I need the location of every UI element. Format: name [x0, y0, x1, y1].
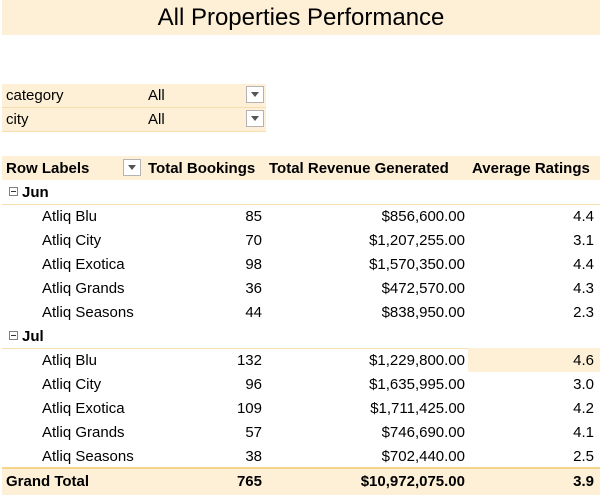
property-name: Atliq Blu [42, 352, 98, 369]
chevron-down-icon [128, 165, 136, 170]
bookings-cell: 38 [245, 448, 262, 465]
property-name: Atliq Grands [42, 424, 125, 441]
revenue-cell: $472,570.00 [381, 280, 465, 297]
bookings-cell: 85 [245, 208, 262, 225]
bookings-cell: 44 [245, 304, 262, 321]
bookings-cell: 57 [245, 424, 262, 441]
property-name: Atliq Grands [42, 280, 125, 297]
collapse-jul-button[interactable] [9, 331, 18, 340]
filter-city-dropdown-button[interactable] [246, 110, 264, 127]
property-name: Atliq Blu [42, 208, 98, 225]
filter-category: category All [2, 84, 266, 108]
revenue-cell: $702,440.00 [381, 448, 465, 465]
grand-total-rating: 3.9 [573, 473, 594, 490]
rating-cell: 4.4 [573, 256, 594, 273]
header-row-labels: Row Labels [6, 160, 90, 177]
rating-cell: 4.3 [573, 280, 594, 297]
filter-city: city All [2, 108, 266, 132]
rating-cell: 2.5 [573, 448, 594, 465]
revenue-cell: $1,229,800.00 [369, 352, 465, 369]
header-total-revenue: Total Revenue Generated [269, 160, 449, 177]
group-row-jul: Jul [2, 324, 600, 349]
property-name: Atliq Exotica [42, 400, 125, 417]
table-row: Atliq Exotica 98 $1,570,350.00 4.4 [2, 252, 600, 276]
report-title-band: All Properties Performance [2, 0, 600, 35]
property-name: Atliq City [42, 376, 102, 393]
filter-city-label: city [6, 111, 29, 128]
property-name: Atliq Seasons [42, 448, 134, 465]
revenue-cell: $1,635,995.00 [369, 376, 465, 393]
selected-cell-highlight [468, 348, 600, 372]
table-row: Atliq City 70 $1,207,255.00 3.1 [2, 228, 600, 252]
revenue-cell: $856,600.00 [381, 208, 465, 225]
revenue-cell: $1,207,255.00 [369, 232, 465, 249]
revenue-cell: $1,711,425.00 [370, 400, 465, 417]
bookings-cell: 96 [245, 376, 262, 393]
grand-total-row: Grand Total 765 $10,972,075.00 3.9 [2, 467, 600, 495]
bookings-cell: 36 [245, 280, 262, 297]
revenue-cell: $838,950.00 [381, 304, 465, 321]
table-row: Atliq Blu 85 $856,600.00 4.4 [2, 204, 600, 228]
report-title: All Properties Performance [157, 3, 445, 31]
collapse-jun-button[interactable] [9, 187, 18, 196]
pivot-header-row: Row Labels Total Bookings Total Revenue … [2, 156, 600, 180]
rating-cell: 4.1 [573, 424, 594, 441]
table-row: Atliq Blu 132 $1,229,800.00 4.6 [2, 348, 600, 372]
rating-cell: 2.3 [573, 304, 594, 321]
rating-cell: 4.4 [573, 208, 594, 225]
table-row: Atliq Grands 36 $472,570.00 4.3 [2, 276, 600, 300]
bookings-cell: 132 [236, 352, 262, 369]
header-total-bookings: Total Bookings [148, 160, 256, 177]
revenue-cell: $746,690.00 [381, 424, 465, 441]
table-row: Atliq Grands 57 $746,690.00 4.1 [2, 420, 600, 444]
group-row-jun: Jun [2, 180, 600, 205]
filter-category-value: All [148, 87, 165, 104]
bookings-cell: 109 [236, 400, 262, 417]
filter-category-label: category [6, 87, 64, 104]
bookings-cell: 98 [245, 256, 262, 273]
rating-cell: 4.2 [573, 400, 594, 417]
group-label: Jun [22, 184, 49, 201]
group-label: Jul [22, 328, 44, 345]
revenue-cell: $1,570,350.00 [369, 256, 465, 273]
row-labels-filter-button[interactable] [123, 159, 141, 176]
rating-cell[interactable]: 4.6 [573, 352, 594, 369]
table-row: Atliq Seasons 38 $702,440.00 2.5 [2, 444, 600, 468]
grand-total-bookings: 765 [236, 473, 262, 490]
table-row: Atliq Exotica 109 $1,711,425.00 4.2 [2, 396, 600, 420]
property-name: Atliq Exotica [42, 256, 125, 273]
table-row: Atliq Seasons 44 $838,950.00 2.3 [2, 300, 600, 324]
rating-cell: 3.1 [573, 232, 594, 249]
chevron-down-icon [251, 92, 259, 97]
bookings-cell: 70 [245, 232, 262, 249]
table-row: Atliq City 96 $1,635,995.00 3.0 [2, 372, 600, 396]
rating-cell: 3.0 [573, 376, 594, 393]
grand-total-revenue: $10,972,075.00 [360, 473, 465, 490]
property-name: Atliq City [42, 232, 102, 249]
chevron-down-icon [251, 116, 259, 121]
filter-category-dropdown-button[interactable] [246, 86, 264, 103]
header-average-ratings: Average Ratings [472, 160, 590, 177]
grand-total-label: Grand Total [6, 473, 90, 490]
filter-city-value: All [148, 111, 165, 128]
property-name: Atliq Seasons [42, 304, 134, 321]
